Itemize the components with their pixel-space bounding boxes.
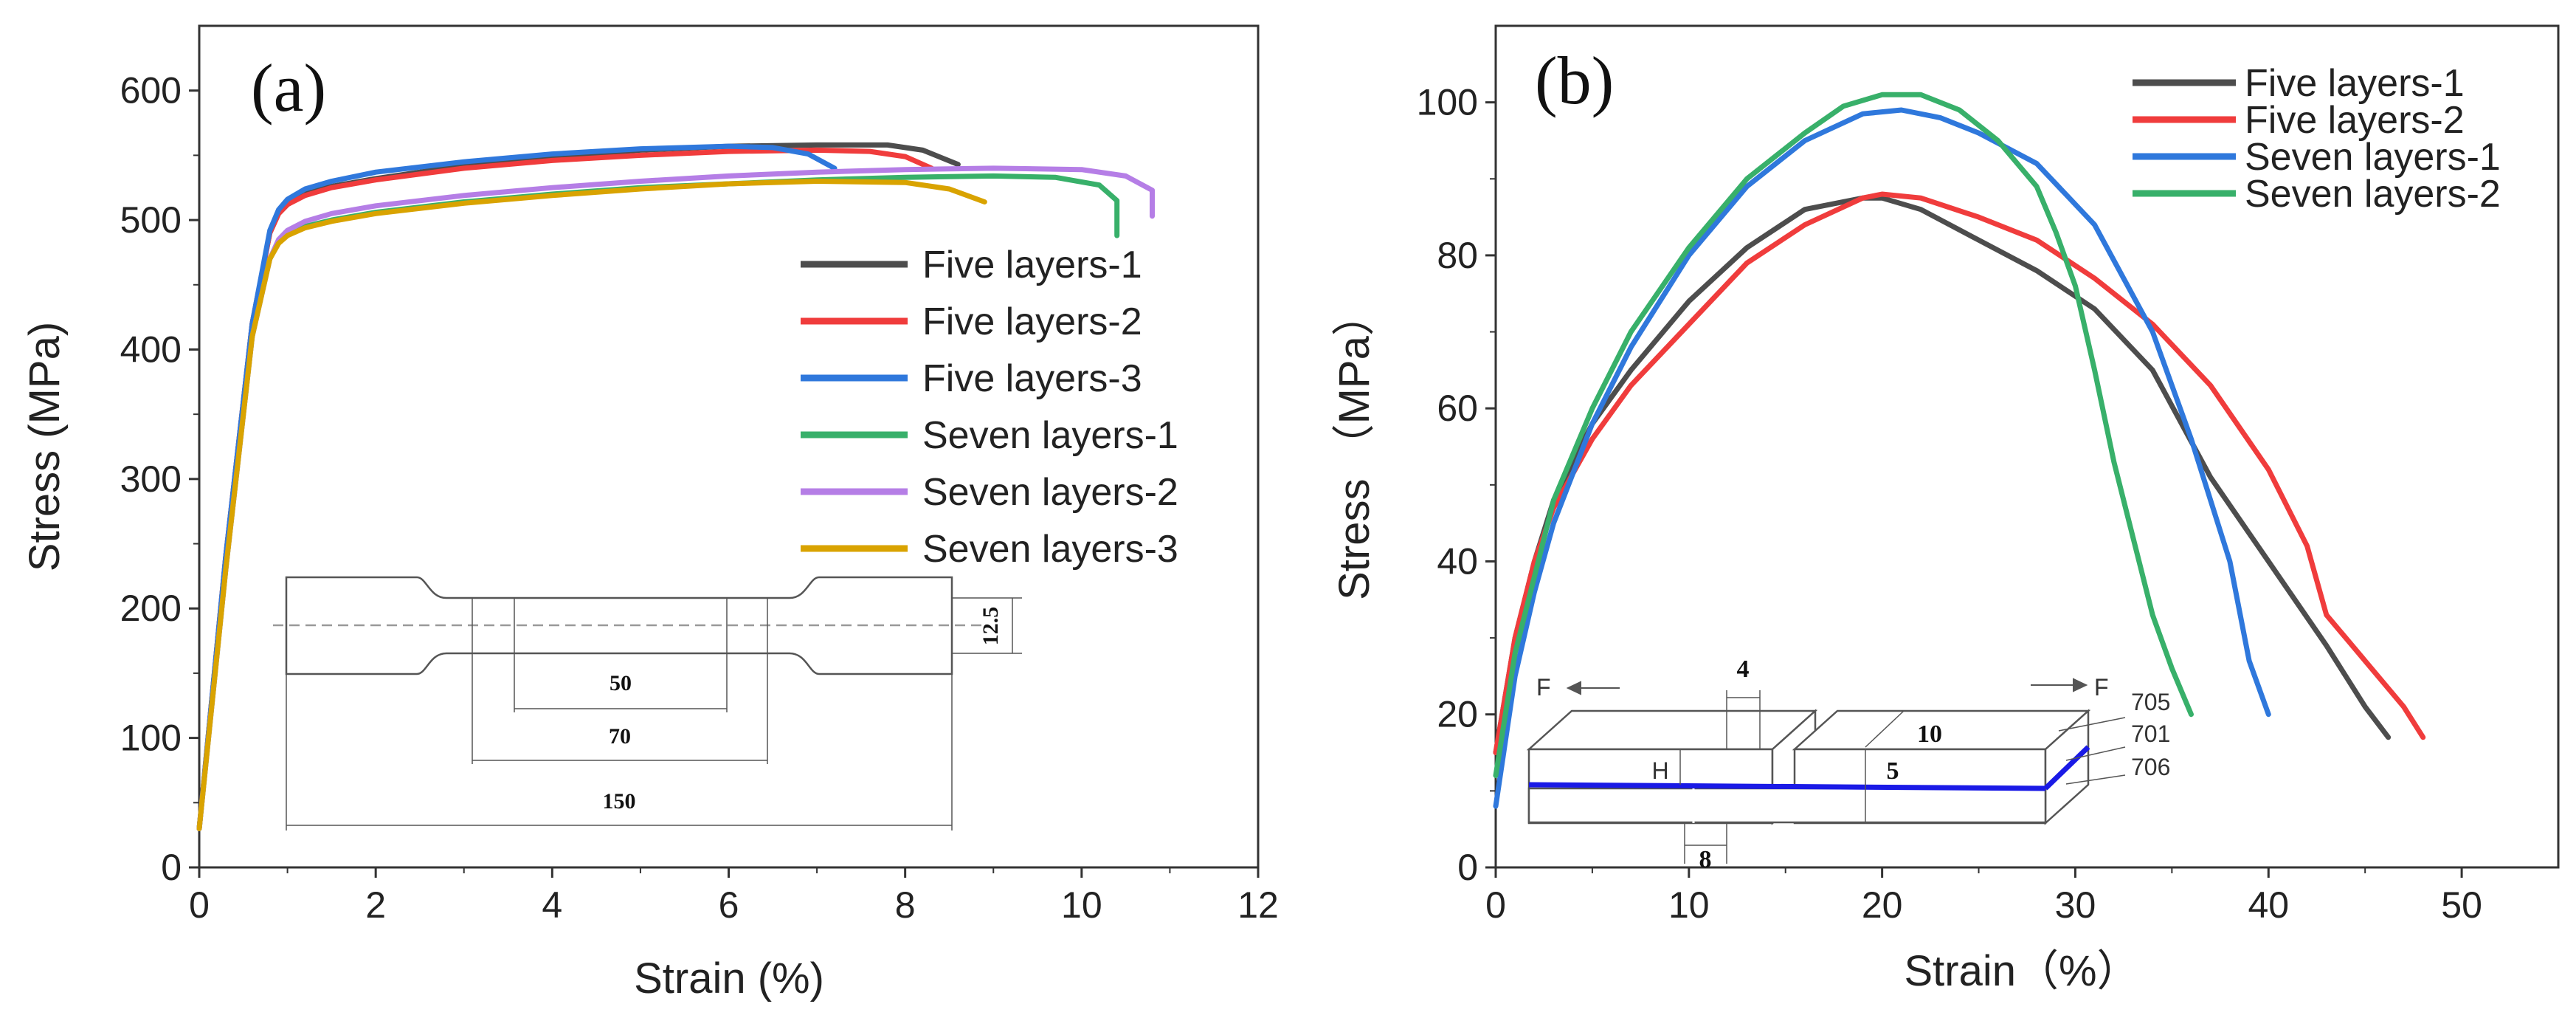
x-tick-label: 8 xyxy=(895,884,916,926)
y-tick-label: 40 xyxy=(1437,540,1478,582)
y-ticks-a: 0 100 200 300 400 500 600 xyxy=(120,70,199,888)
x-tick-label: 50 xyxy=(2441,884,2482,926)
y-ticks-b: 0 20 40 60 80 100 xyxy=(1417,82,1496,888)
dim-h: H xyxy=(1651,757,1668,784)
x-tick-label: 4 xyxy=(542,884,562,926)
legend-label: Seven layers-2 xyxy=(922,471,1178,514)
y-axis-label-a: Stress (MPa) xyxy=(21,322,69,571)
x-tick-label: 30 xyxy=(2055,884,2096,926)
legend-label: Seven layers-3 xyxy=(922,528,1178,571)
x-tick-label: 10 xyxy=(1668,884,1710,926)
dim-70: 70 xyxy=(609,724,631,749)
y-axis-label-b: Stress （MPa） xyxy=(1330,293,1378,600)
layer-label-706: 706 xyxy=(2131,754,2170,780)
arrow-head-left xyxy=(1566,681,1581,695)
legend-label: Five layers-2 xyxy=(2245,99,2465,142)
panel-label-b: (b) xyxy=(1535,43,1614,118)
panel-a: 0 2 4 6 8 10 12 0 100 200 300 400 500 600 (a) Strain… xyxy=(21,24,1279,1002)
dim-5: 5 xyxy=(1887,757,1899,785)
series-lines-b xyxy=(1493,92,2426,809)
legend-label: Seven layers-1 xyxy=(2245,136,2501,179)
arrow-head-right xyxy=(2073,678,2088,692)
legend-a: Five layers-1 Five layers-2 Five layers-3 S… xyxy=(801,244,1178,571)
series-line-five-layers-2 xyxy=(1493,191,2426,755)
x-tick-label: 6 xyxy=(719,884,739,926)
dim-150: 150 xyxy=(603,789,636,814)
x-tick-label: 0 xyxy=(189,884,210,926)
specimen-drawing-a xyxy=(273,576,1022,830)
y-tick-label: 60 xyxy=(1437,388,1478,429)
panel-label-a: (a) xyxy=(251,50,326,125)
y-tick-label: 100 xyxy=(1417,82,1478,123)
legend-label: Seven layers-2 xyxy=(2245,173,2501,216)
series-line-seven-layers-1 xyxy=(1493,107,2271,809)
legend-label: Five layers-1 xyxy=(2245,62,2465,105)
x-ticks-a: 0 2 4 6 8 10 12 xyxy=(189,867,1279,926)
x-tick-label: 20 xyxy=(1862,884,1903,926)
y-tick-label: 200 xyxy=(120,588,182,629)
leader-701 xyxy=(2065,746,2126,761)
x-tick-label: 0 xyxy=(1485,884,1506,926)
legend-label: Five layers-2 xyxy=(922,300,1142,343)
y-tick-label: 0 xyxy=(161,847,182,888)
x-ticks-b: 0 10 20 30 40 50 xyxy=(1485,867,2482,926)
series-lines-a xyxy=(196,142,1155,831)
dim-4: 4 xyxy=(1737,656,1750,683)
dim-8: 8 xyxy=(1699,846,1712,873)
series-line-five-layers-3 xyxy=(196,143,838,831)
series-line-seven-layers-2 xyxy=(1493,92,2194,779)
lap-joint-drawing-b xyxy=(1526,709,2091,825)
lap-joint-annotations-b xyxy=(1528,678,2126,864)
dim-10: 10 xyxy=(1917,720,1942,748)
y-tick-label: 80 xyxy=(1437,235,1478,276)
leader-706 xyxy=(2065,774,2126,785)
plot-frame-b xyxy=(1494,24,2560,869)
x-tick-label: 10 xyxy=(1061,884,1102,926)
left-block-top xyxy=(1526,709,1818,751)
layer-label-705: 705 xyxy=(2131,689,2170,715)
x-tick-label: 2 xyxy=(365,884,386,926)
x-tick-label: 40 xyxy=(2248,884,2289,926)
leader-705 xyxy=(2058,717,2126,732)
weld-line-side xyxy=(2043,745,2090,791)
legend-label: Seven layers-1 xyxy=(922,414,1178,457)
y-tick-label: 600 xyxy=(120,70,182,111)
bottom-sheet xyxy=(1527,787,2047,824)
y-tick-label: 400 xyxy=(120,329,182,370)
y-tick-label: 0 xyxy=(1457,847,1478,888)
x-tick-label: 12 xyxy=(1237,884,1279,926)
force-label-left: F xyxy=(1536,674,1551,701)
x-axis-label-a: Strain (%) xyxy=(634,955,824,1002)
layer-label-701: 701 xyxy=(2131,720,2170,747)
legend-label: Five layers-3 xyxy=(922,357,1142,400)
series-line-seven-layers-3 xyxy=(196,179,987,831)
panel-b: 0 10 20 30 40 50 0 20 40 60 80 100 (b) Strain（%） S… xyxy=(1330,24,2560,995)
force-label-right: F xyxy=(2094,674,2109,701)
y-tick-label: 100 xyxy=(120,718,182,759)
y-tick-label: 20 xyxy=(1437,694,1478,735)
y-tick-label: 500 xyxy=(120,199,182,241)
dim-50: 50 xyxy=(610,671,632,695)
legend-label: Five layers-1 xyxy=(922,244,1142,286)
weld-line xyxy=(1528,782,2046,791)
y-tick-label: 300 xyxy=(120,458,182,500)
x-axis-label-b: Strain（%） xyxy=(1904,947,2139,995)
series-line-five-layers-1 xyxy=(196,142,961,831)
dim-12-5: 12.5 xyxy=(978,607,1003,646)
dim-line-10 xyxy=(1865,710,1905,748)
